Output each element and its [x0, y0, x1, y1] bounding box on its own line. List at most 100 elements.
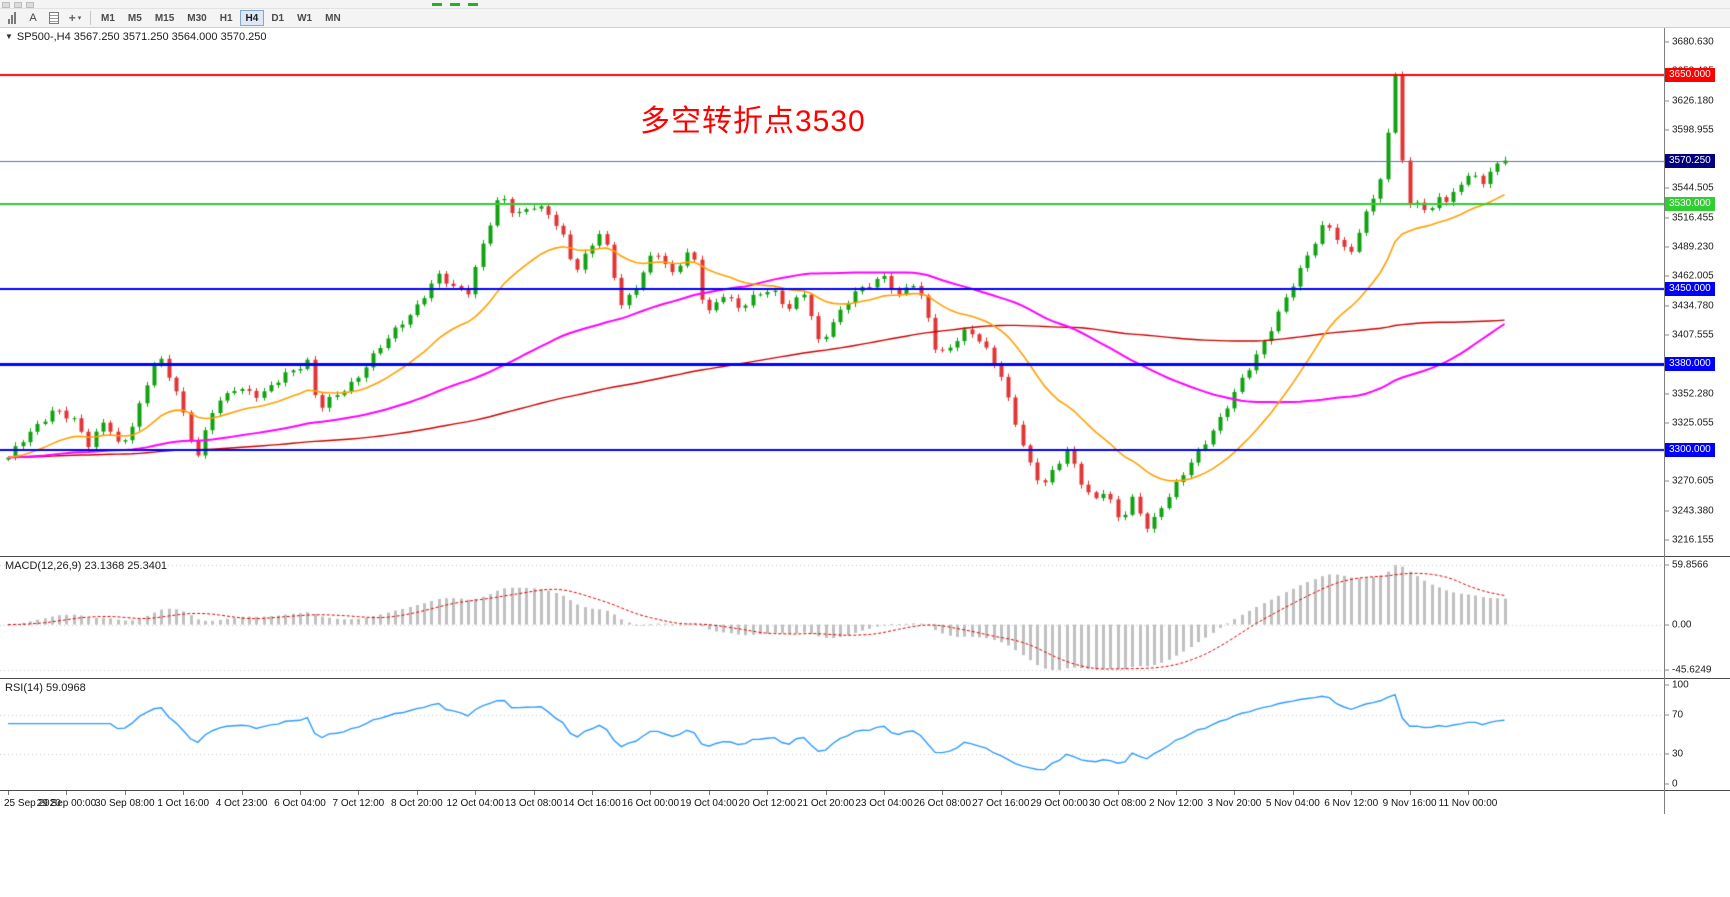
- y-axis-tick: 3626.180: [1672, 95, 1714, 107]
- timeframe-button-d1[interactable]: D1: [271, 12, 285, 24]
- time-axis-tickmark: [183, 791, 185, 795]
- time-axis-tickmark: [533, 791, 535, 795]
- timeframe-button-mn[interactable]: MN: [325, 12, 341, 24]
- price-tag-3450.000[interactable]: 3450.000: [1665, 282, 1715, 297]
- time-axis-label: 29 Sep 00:00: [36, 798, 97, 809]
- time-axis-tickmark: [1117, 791, 1119, 795]
- timeframe-button-m5[interactable]: M5: [127, 12, 142, 24]
- symbol-ohlc-readout: ▼ SP500-,H4 3567.250 3571.250 3564.000 35…: [5, 31, 266, 43]
- document-icon: [49, 12, 59, 24]
- time-axis-label: 6 Nov 12:00: [1324, 798, 1379, 809]
- rsi-indicator-readout: RSI(14) 59.0968: [5, 682, 86, 694]
- time-axis-label: 25 Sep 2020: [4, 798, 61, 809]
- time-axis-label: 12 Oct 04:00: [446, 798, 504, 809]
- text-label-tool-button[interactable]: A: [23, 10, 43, 27]
- text-tool-label: A: [29, 12, 37, 24]
- cropped-green-marker: [432, 3, 442, 6]
- rsi-panel[interactable]: RSI(14) 59.0968 100 70 30 0: [0, 678, 1730, 790]
- y-axis-tick: 3680.630: [1672, 36, 1714, 48]
- time-axis-label: 9 Nov 16:00: [1382, 798, 1437, 809]
- time-axis-label: 11 Nov 00:00: [1438, 798, 1498, 809]
- time-axis-tickmark: [300, 791, 301, 795]
- crosshair-icon: +: [68, 11, 76, 25]
- time-axis-tickmark: [66, 791, 68, 795]
- cropped-green-marker: [450, 3, 460, 6]
- time-axis-tickmark: [1292, 791, 1294, 795]
- timeframe-button-m15[interactable]: M15: [154, 12, 175, 24]
- cropped-icon: [14, 2, 22, 8]
- time-axis-tickmark: [241, 791, 243, 795]
- macd-axis-tickmark: [1665, 669, 1669, 671]
- timeframe-button-h1[interactable]: H1: [219, 12, 233, 24]
- y-axis-tick: 3598.955: [1672, 124, 1714, 136]
- timeframe-button-h4[interactable]: H4: [239, 10, 265, 26]
- time-axis-tickmark: [475, 791, 477, 795]
- price-tag-3380.000[interactable]: 3380.000: [1665, 357, 1715, 372]
- y-axis-tickmark: [1665, 275, 1669, 277]
- cropped-icon: [2, 2, 10, 8]
- y-axis-tick: 3270.605: [1672, 475, 1714, 487]
- cropped-green-marker: [468, 3, 478, 6]
- time-axis-label: 7 Oct 12:00: [332, 798, 385, 809]
- macd-axis-tick: 59.8566: [1672, 559, 1709, 571]
- timeframe-button-m1[interactable]: M1: [101, 12, 115, 24]
- macd-panel[interactable]: MACD(12,26,9) 23.1368 25.3401 59.8566 0.0…: [0, 556, 1730, 678]
- macd-axis-tickmark: [1665, 624, 1669, 626]
- time-axis-tickmark: [650, 791, 652, 795]
- y-axis-tickmark: [1665, 41, 1669, 43]
- price-tag-3530.000[interactable]: 3530.000: [1665, 196, 1715, 211]
- time-axis-label: 30 Sep 08:00: [95, 798, 155, 809]
- macd-chart-canvas[interactable]: [0, 557, 1664, 678]
- time-axis-label: 4 Oct 23:00: [215, 798, 268, 809]
- time-axis-tickmark: [1351, 791, 1353, 795]
- crosshair-tool-button[interactable]: + ▾: [65, 10, 85, 27]
- time-axis-label: 8 Oct 20:00: [390, 798, 443, 809]
- time-axis-label: 29 Oct 00:00: [1030, 798, 1088, 809]
- time-axis-tickmark: [358, 791, 360, 795]
- rsi-chart-canvas[interactable]: [0, 679, 1664, 790]
- y-axis-tickmark: [1665, 246, 1669, 248]
- time-axis-label: 14 Oct 16:00: [563, 798, 621, 809]
- time-axis-tickmark: [884, 791, 885, 795]
- cropped-toolbar-row: [0, 0, 1730, 9]
- chart-annotation-text[interactable]: 多空转折点3530: [640, 105, 866, 138]
- chart-toolbar: A + ▾ M1 M5 M15 M30 H1 H4 D1 W1 MN: [0, 9, 1730, 28]
- symbol-collapse-icon[interactable]: ▼: [5, 32, 13, 41]
- y-axis-tick: 3544.505: [1672, 182, 1714, 194]
- rsi-axis-tick: 100: [1672, 679, 1689, 691]
- timeframe-button-m30[interactable]: M30: [187, 12, 207, 24]
- time-axis-label: 13 Oct 08:00: [504, 798, 563, 809]
- price-axis-separator: [1664, 28, 1665, 814]
- time-axis-tickmark: [708, 791, 710, 795]
- y-axis-tickmark: [1665, 334, 1669, 336]
- time-axis-label: 1 Oct 16:00: [157, 798, 210, 809]
- rsi-axis-tickmark: [1665, 783, 1669, 785]
- y-axis-tickmark: [1665, 129, 1669, 131]
- macd-axis-tickmark: [1665, 564, 1669, 566]
- time-axis-label: 23 Oct 04:00: [855, 798, 913, 809]
- time-axis-tickmark: [767, 791, 769, 795]
- time-axis-label: 30 Oct 08:00: [1088, 798, 1147, 809]
- text-box-tool-button[interactable]: [44, 10, 64, 27]
- macd-axis-tick: -45.6249: [1672, 664, 1712, 676]
- candlestick-chart-canvas[interactable]: [0, 28, 1664, 556]
- price-tag-3650.000[interactable]: 3650.000: [1665, 68, 1715, 83]
- bar-chart-tool-button[interactable]: [2, 10, 22, 27]
- time-axis-label: 2 Nov 12:00: [1149, 798, 1203, 809]
- y-axis-tick: 3216.155: [1672, 534, 1714, 546]
- toolbar-separator: [90, 11, 91, 25]
- price-panel[interactable]: ▼ SP500-,H4 3567.250 3571.250 3564.000 35…: [0, 28, 1730, 556]
- time-axis-tickmark: [1468, 791, 1469, 795]
- symbol-ohlc-text: SP500-,H4 3567.250 3571.250 3564.000 357…: [16, 31, 267, 43]
- price-tag-3300.000[interactable]: 3300.000: [1665, 442, 1715, 457]
- timeframe-button-w1[interactable]: W1: [297, 12, 313, 24]
- time-axis[interactable]: 25 Sep 2020 29 Sep 00:00 30 Sep 08:00 1 Oct…: [0, 790, 1730, 814]
- rsi-axis-tickmark: [1665, 753, 1669, 755]
- macd-indicator-readout: MACD(12,26,9) 23.1368 25.3401: [5, 560, 168, 572]
- time-axis-label: 16 Oct 00:00: [621, 798, 680, 809]
- time-axis-tickmark: [416, 791, 418, 795]
- time-axis-tickmark: [592, 791, 593, 795]
- time-axis-label: 20 Oct 12:00: [738, 798, 796, 809]
- y-axis-tick: 3434.780: [1672, 300, 1714, 312]
